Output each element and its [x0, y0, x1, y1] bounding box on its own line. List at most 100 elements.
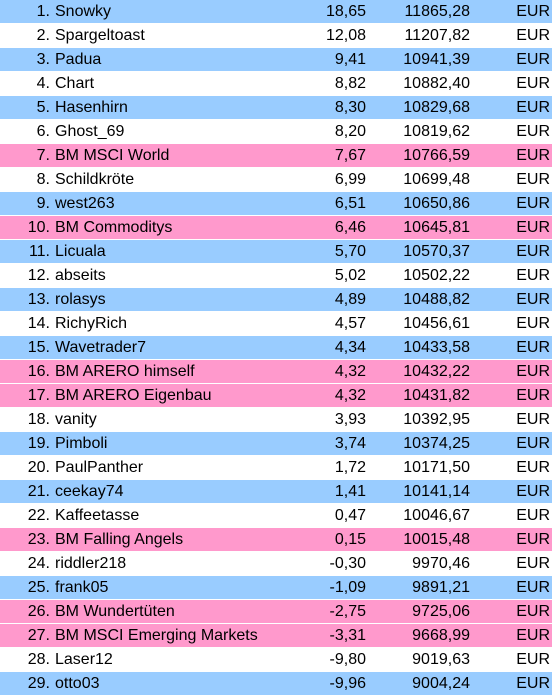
table-row: 11. Licuala 5,70 10570,37 EUR: [0, 240, 552, 264]
portfolio-value-cell: 9668,99: [412, 627, 470, 644]
portfolio-value-cell: 9019,63: [412, 651, 470, 668]
rank-cell: 25.: [27, 579, 50, 596]
name-cell: west263: [55, 195, 115, 212]
rank-cell: 27.: [27, 627, 50, 644]
table-row: 12. abseits 5,02 10502,22 EUR: [0, 264, 552, 288]
percent-change-cell: 1,41: [334, 483, 366, 500]
percent-change-cell: 9,41: [334, 51, 366, 68]
name-cell: BM Commoditys: [55, 219, 173, 236]
currency-cell: EUR: [516, 27, 550, 44]
percent-change-cell: 6,51: [334, 195, 366, 212]
name-cell: otto03: [55, 675, 100, 692]
rank-cell: 3.: [36, 51, 50, 68]
portfolio-value-cell: 10650,86: [403, 195, 470, 212]
table-row: 25. frank05 -1,09 9891,21 EUR: [0, 576, 552, 600]
percent-change-cell: -2,75: [329, 603, 366, 620]
percent-change-cell: 8,30: [334, 99, 366, 116]
percent-change-cell: 6,46: [334, 219, 366, 236]
currency-cell: EUR: [516, 3, 550, 20]
table-row: 17. BM ARERO Eigenbau 4,32 10431,82 EUR: [0, 384, 552, 408]
portfolio-value-cell: 10882,40: [403, 75, 470, 92]
percent-change-cell: -9,80: [329, 651, 366, 668]
rank-cell: 13.: [27, 291, 50, 308]
rank-cell: 21.: [27, 483, 50, 500]
name-cell: BM Wundertüten: [55, 603, 175, 620]
table-row: 9. west263 6,51 10650,86 EUR: [0, 192, 552, 216]
percent-change-cell: 12,08: [325, 27, 366, 44]
portfolio-value-cell: 10015,48: [403, 531, 470, 548]
portfolio-value-cell: 10570,37: [403, 243, 470, 260]
table-row: 15. Wavetrader7 4,34 10433,58 EUR: [0, 336, 552, 360]
rank-cell: 4.: [36, 75, 50, 92]
name-cell: BM MSCI World: [55, 147, 170, 164]
percent-change-cell: 0,47: [334, 507, 366, 524]
portfolio-value-cell: 10699,48: [403, 171, 470, 188]
currency-cell: EUR: [516, 435, 550, 452]
percent-change-cell: 4,32: [334, 387, 366, 404]
name-cell: Spargeltoast: [55, 27, 145, 44]
portfolio-value-cell: 9970,46: [412, 555, 470, 572]
rank-cell: 24.: [27, 555, 50, 572]
percent-change-cell: 7,67: [334, 147, 366, 164]
currency-cell: EUR: [516, 603, 550, 620]
name-cell: PaulPanther: [55, 459, 144, 476]
currency-cell: EUR: [516, 627, 550, 644]
table-row: 3. Padua 9,41 10941,39 EUR: [0, 48, 552, 72]
rank-cell: 28.: [27, 651, 50, 668]
table-row: 16. BM ARERO himself 4,32 10432,22 EUR: [0, 360, 552, 384]
table-row: 19. Pimboli 3,74 10374,25 EUR: [0, 432, 552, 456]
currency-cell: EUR: [516, 171, 550, 188]
currency-cell: EUR: [516, 75, 550, 92]
percent-change-cell: 3,93: [334, 411, 366, 428]
portfolio-value-cell: 9004,24: [412, 675, 470, 692]
name-cell: Snowky: [55, 3, 112, 20]
currency-cell: EUR: [516, 123, 550, 140]
table-row: 4. Chart 8,82 10882,40 EUR: [0, 72, 552, 96]
portfolio-value-cell: 10431,82: [403, 387, 470, 404]
portfolio-value-cell: 10829,68: [403, 99, 470, 116]
rank-cell: 8.: [36, 171, 50, 188]
rank-cell: 26.: [27, 603, 50, 620]
name-cell: Padua: [55, 51, 102, 68]
table-row: 10. BM Commoditys 6,46 10645,81 EUR: [0, 216, 552, 240]
name-cell: Chart: [55, 75, 95, 92]
rank-cell: 20.: [27, 459, 50, 476]
rank-cell: 18.: [27, 411, 50, 428]
percent-change-cell: -9,96: [329, 675, 366, 692]
portfolio-value-cell: 11207,82: [404, 27, 470, 44]
name-cell: Ghost_69: [55, 123, 125, 140]
table-row: 13. rolasys 4,89 10488,82 EUR: [0, 288, 552, 312]
rank-cell: 2.: [36, 27, 50, 44]
currency-cell: EUR: [516, 507, 550, 524]
name-cell: abseits: [55, 267, 106, 284]
currency-cell: EUR: [516, 315, 550, 332]
table-row: 5. Hasenhirn 8,30 10829,68 EUR: [0, 96, 552, 120]
table-row: 6. Ghost_69 8,20 10819,62 EUR: [0, 120, 552, 144]
currency-cell: EUR: [516, 147, 550, 164]
percent-change-cell: 4,32: [334, 363, 366, 380]
table-row: 22. Kaffeetasse 0,47 10046,67 EUR: [0, 504, 552, 528]
portfolio-value-cell: 10645,81: [403, 219, 470, 236]
portfolio-value-cell: 10766,59: [403, 147, 470, 164]
portfolio-value-cell: 10819,62: [403, 123, 470, 140]
currency-cell: EUR: [516, 99, 550, 116]
rank-cell: 29.: [27, 675, 50, 692]
name-cell: BM Falling Angels: [55, 531, 184, 548]
rank-cell: 19.: [27, 435, 50, 452]
name-cell: BM ARERO Eigenbau: [55, 387, 212, 404]
currency-cell: EUR: [516, 579, 550, 596]
currency-cell: EUR: [516, 411, 550, 428]
name-cell: ceekay74: [55, 483, 124, 500]
currency-cell: EUR: [516, 267, 550, 284]
currency-cell: EUR: [516, 291, 550, 308]
name-cell: vanity: [55, 411, 97, 428]
rank-cell: 5.: [36, 99, 50, 116]
rank-cell: 7.: [36, 147, 50, 164]
rank-cell: 9.: [36, 195, 50, 212]
portfolio-value-cell: 9725,06: [412, 603, 470, 620]
currency-cell: EUR: [516, 363, 550, 380]
name-cell: riddler218: [55, 555, 127, 572]
portfolio-value-cell: 10374,25: [403, 435, 470, 452]
table-row: 1. Snowky 18,65 11865,28 EUR: [0, 0, 552, 24]
currency-cell: EUR: [516, 651, 550, 668]
